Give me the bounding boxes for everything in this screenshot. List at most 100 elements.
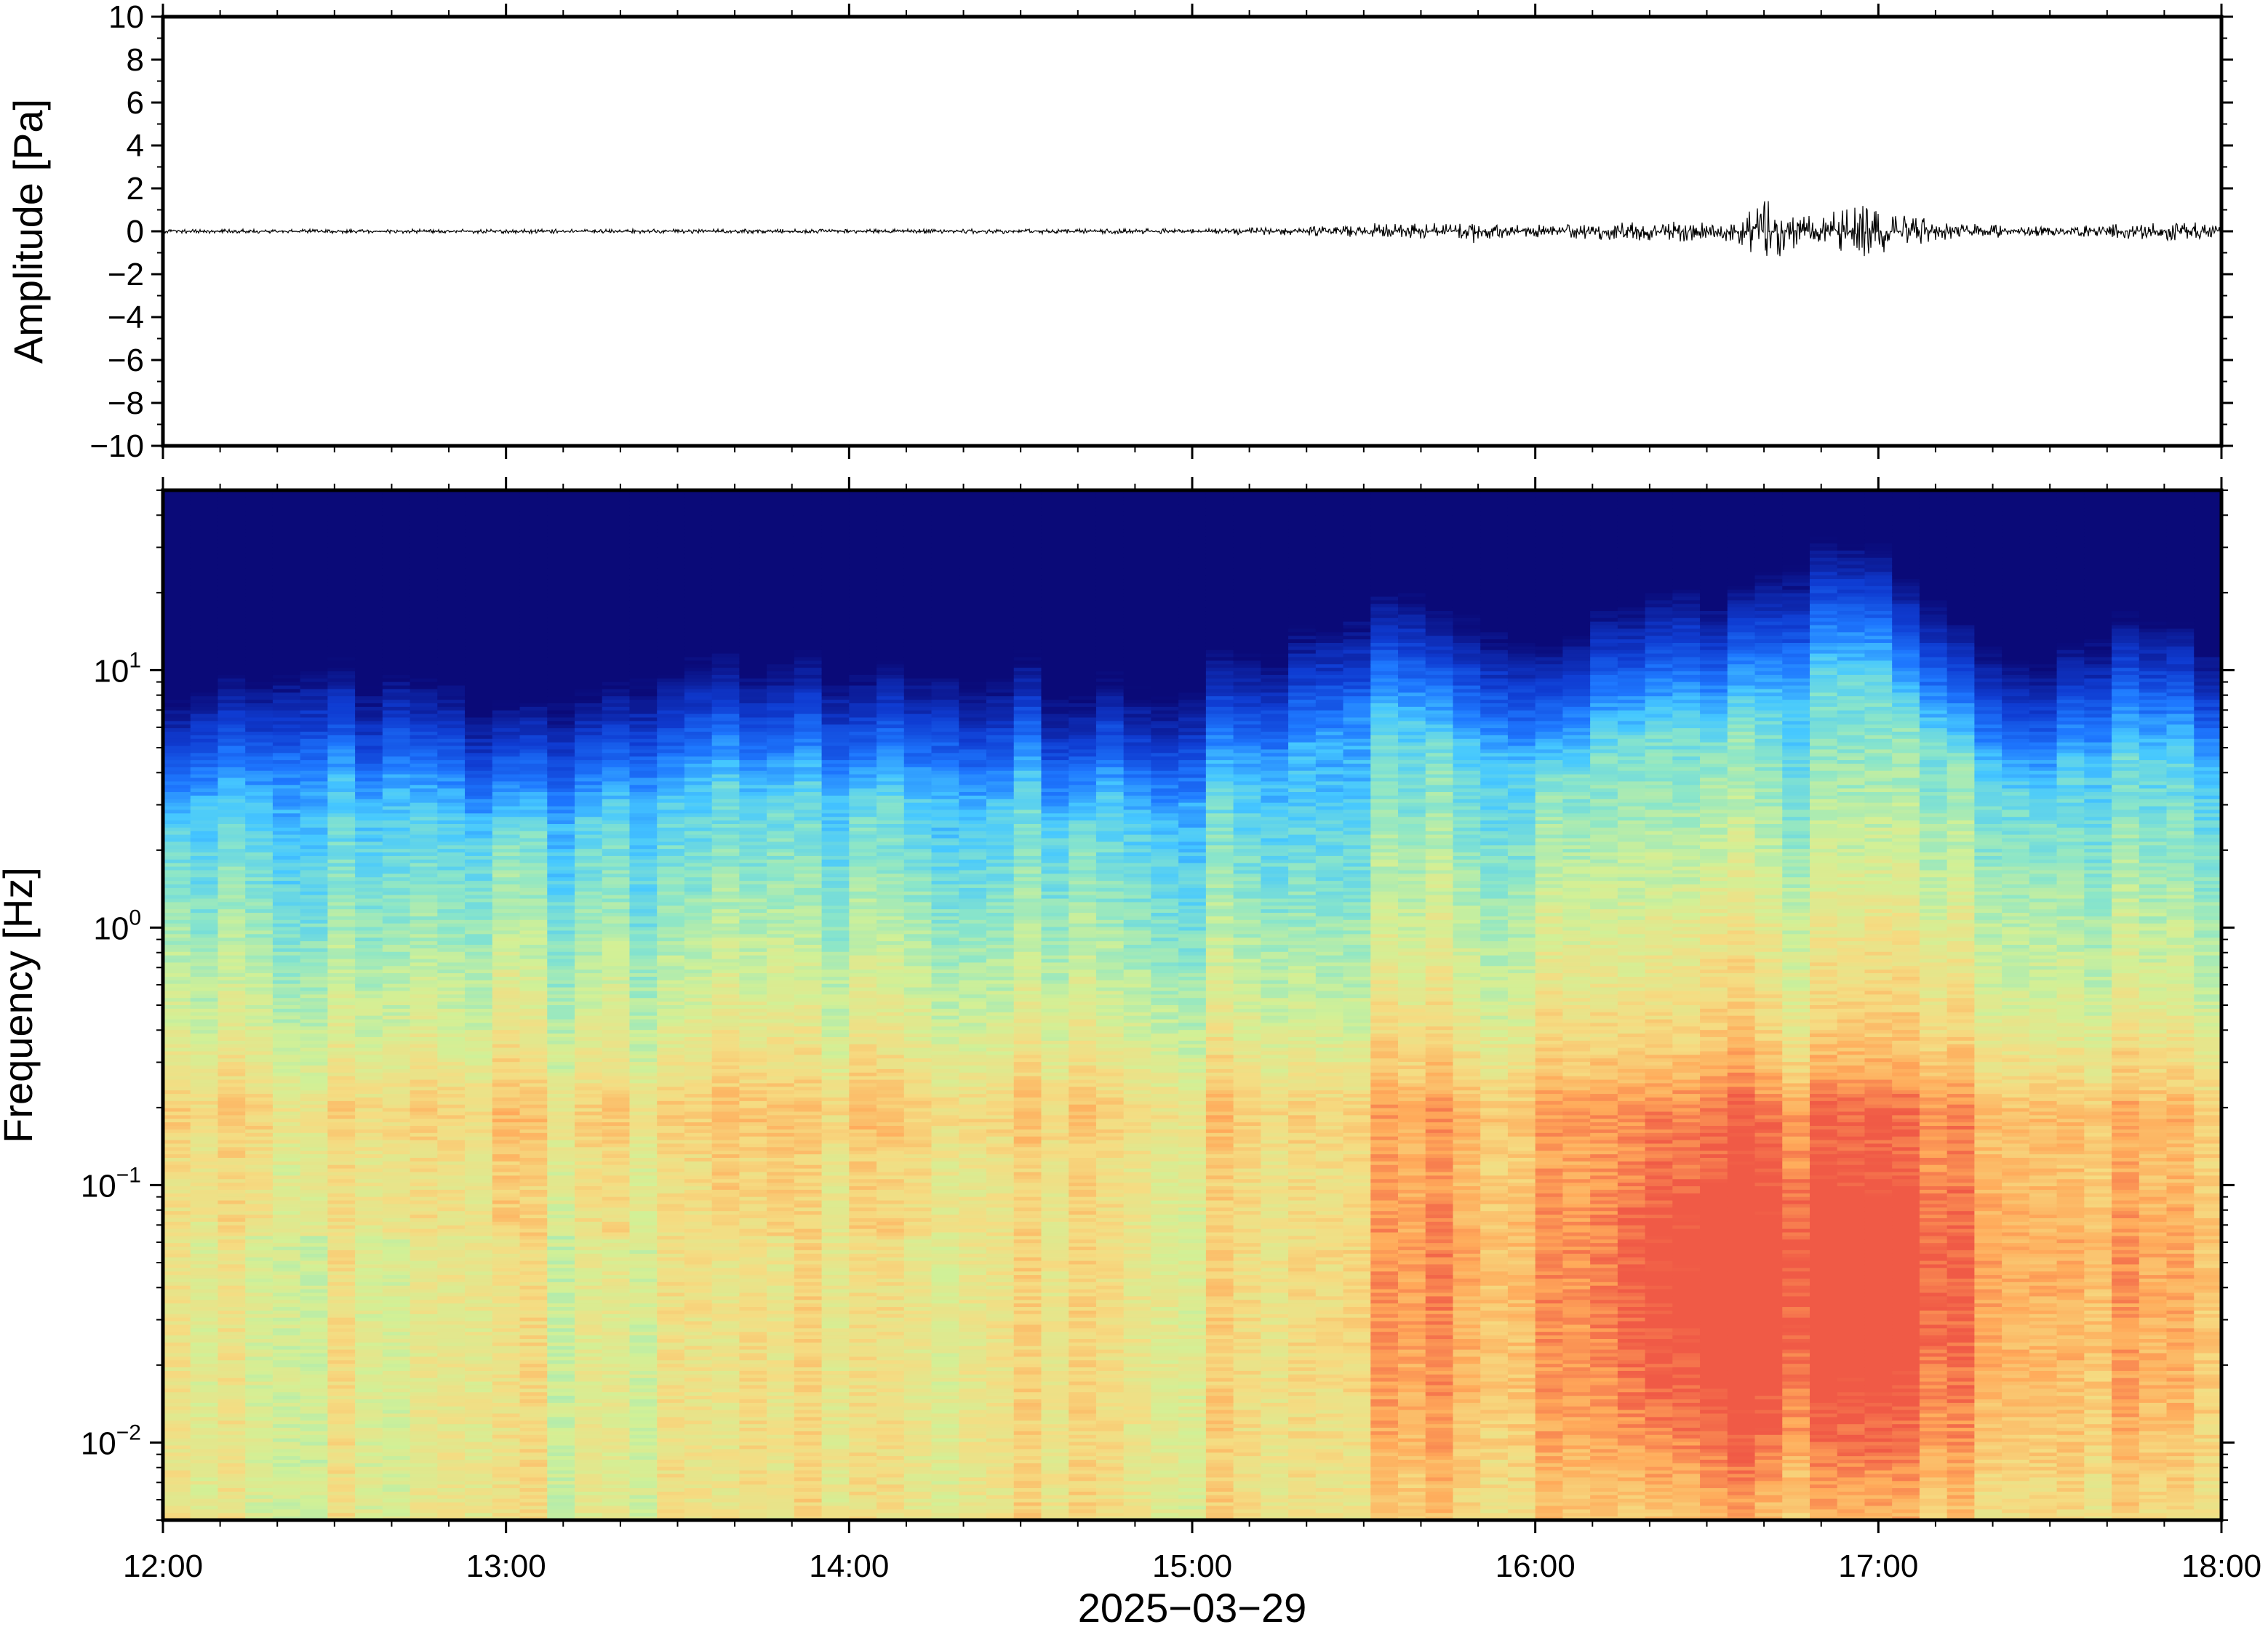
spectrogram-cell — [163, 696, 191, 700]
spectrogram-cell — [520, 803, 548, 807]
spectrogram-cell — [355, 1328, 383, 1332]
spectrogram-cell — [520, 828, 548, 831]
spectrogram-cell — [383, 948, 410, 952]
spectrogram-cell — [492, 689, 520, 692]
spectrogram-cell — [245, 796, 273, 799]
spectrogram-cell — [602, 671, 630, 675]
spectrogram-cell — [300, 1442, 328, 1446]
spectrogram-cell — [300, 781, 328, 785]
spectrogram-cell — [465, 660, 492, 664]
spectrogram-cell — [217, 1322, 245, 1325]
spectrogram-cell — [191, 1324, 218, 1328]
spectrogram-cell — [245, 1229, 273, 1233]
spectrogram-cell — [327, 1211, 355, 1215]
spectrogram-cell — [520, 668, 548, 671]
spectrogram-cell — [410, 568, 438, 572]
spectrogram-cell — [410, 1137, 438, 1140]
spectrogram-cell — [547, 1396, 575, 1399]
spectrogram-cell — [575, 1407, 602, 1410]
spectrogram-cell — [163, 1083, 191, 1087]
spectrogram-cell — [383, 1382, 410, 1386]
spectrogram-cell — [410, 1324, 438, 1328]
spectrogram-cell — [465, 1005, 492, 1009]
spectrogram-cell — [191, 852, 218, 856]
spectrogram-cell — [465, 1382, 492, 1386]
spectrogram-cell — [245, 902, 273, 906]
spectrogram-cell — [217, 618, 245, 622]
spectrogram-cell — [217, 1126, 245, 1130]
spectrogram-cell — [191, 1339, 218, 1343]
spectrogram-cell — [245, 668, 273, 671]
spectrogram-cell — [410, 732, 438, 735]
spectrogram-cell — [437, 505, 465, 508]
spectrogram-cell — [217, 1073, 245, 1076]
spectrogram-cell — [520, 817, 548, 820]
spectrogram-cell — [327, 941, 355, 945]
spectrogram-cell — [327, 1243, 355, 1247]
spectrogram-cell — [410, 813, 438, 817]
spectrogram-cell — [492, 1222, 520, 1226]
spectrogram-cell — [547, 778, 575, 782]
spectrogram-cell — [575, 1382, 602, 1386]
spectrogram-cell — [163, 1041, 191, 1044]
spectrogram-cell — [217, 1328, 245, 1332]
spectrogram-cell — [163, 724, 191, 728]
spectrogram-cell — [191, 565, 218, 569]
spectrogram-cell — [410, 515, 438, 519]
spectrogram-cell — [602, 899, 630, 903]
spectrogram-cell — [217, 1087, 245, 1090]
spectrogram-cell — [492, 1080, 520, 1084]
spectrogram-cell — [300, 1194, 328, 1197]
spectrogram-cell — [492, 1066, 520, 1069]
spectrogram-cell — [327, 1264, 355, 1268]
spectrogram-cell — [163, 1488, 191, 1492]
spectrogram-cell — [327, 809, 355, 813]
spectrogram-cell — [355, 607, 383, 611]
spectrogram-cell — [217, 1183, 245, 1186]
spectrogram-cell — [191, 1499, 218, 1503]
spectrogram-cell — [191, 1382, 218, 1386]
spectrogram-cell — [191, 554, 218, 558]
spectrogram-cell — [245, 1254, 273, 1258]
spectrogram-cell — [327, 1318, 355, 1322]
spectrogram-cell — [465, 1115, 492, 1119]
spectrogram-cell — [465, 679, 492, 682]
spectrogram-cell — [437, 778, 465, 782]
spectrogram-cell — [355, 863, 383, 867]
spectrogram-cell — [520, 568, 548, 572]
spectrogram-cell — [163, 596, 191, 600]
spectrogram-cell — [465, 1083, 492, 1087]
spectrogram-cell — [437, 711, 465, 714]
spectrogram-cell — [300, 870, 328, 874]
spectrogram-cell — [520, 799, 548, 803]
spectrogram-cell — [547, 1286, 575, 1290]
spectrogram-cell — [300, 1233, 328, 1236]
spectrogram-cell — [575, 828, 602, 831]
spectrogram-cell — [273, 686, 300, 689]
spectrogram-cell — [575, 711, 602, 714]
spectrogram-cell — [465, 1179, 492, 1183]
spectrogram-cell — [217, 1140, 245, 1144]
spectrogram-cell — [273, 1290, 300, 1293]
spectrogram-cell — [520, 1271, 548, 1275]
spectrogram-cell — [575, 962, 602, 966]
spectrogram-cell — [327, 1290, 355, 1293]
spectrogram-cell — [520, 700, 548, 703]
spectrogram-cell — [327, 1073, 355, 1076]
spectrogram-cell — [547, 1439, 575, 1442]
spectrogram-cell — [465, 1452, 492, 1456]
spectrogram-cell — [410, 1275, 438, 1279]
spectrogram-cell — [355, 980, 383, 984]
spectrogram-cell — [217, 565, 245, 569]
spectrogram-cell — [217, 1382, 245, 1386]
spectrogram-cell — [327, 980, 355, 984]
spectrogram-cell — [191, 1143, 218, 1147]
spectrogram-cell — [520, 760, 548, 764]
spectrogram-cell — [191, 1268, 218, 1271]
spectrogram-cell — [465, 1137, 492, 1140]
spectrogram-cell — [355, 1467, 383, 1471]
spectrogram-cell — [410, 991, 438, 994]
spectrogram-cell — [327, 543, 355, 547]
spectrogram-cell — [520, 835, 548, 839]
spectrogram-cell — [163, 1023, 191, 1026]
